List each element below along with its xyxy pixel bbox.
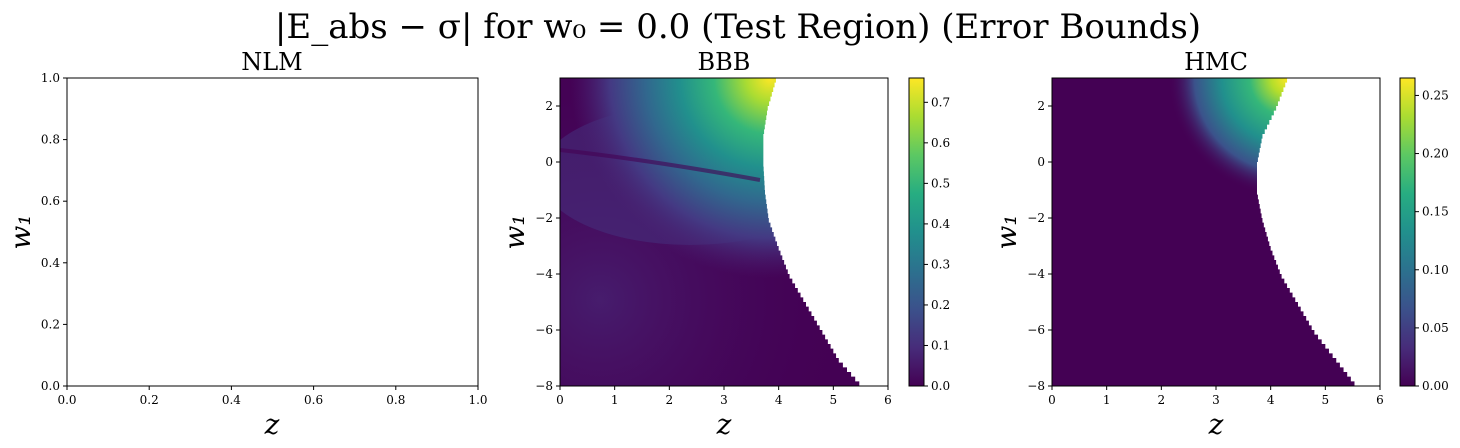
colorbar [908,77,925,387]
x-tick-label: 5 [1322,393,1330,407]
y-tick-label: −6 [535,323,553,337]
x-ticks: 0.0 0.2 0.4 0.6 0.8 1.0 [57,386,488,407]
x-tick-label: 2 [1158,393,1166,407]
x-tick-label: 6 [884,393,892,407]
x-tick-label: 1 [1103,393,1111,407]
y-tick-label: −2 [535,211,553,225]
x-tick-label: 1.0 [468,393,487,407]
colorbar-tick-label: 0.10 [1422,263,1449,277]
x-ticks: 0 1 2 3 4 5 6 [1048,386,1384,407]
panel-bbb: BBB 0 1 2 3 4 5 6 −8 −6 −4 −2 0 2 z w₁ 0.0 0.1 0.2 0.3… [498,48,950,441]
x-tick-label: 4 [775,393,783,407]
y-tick-label: 0.2 [41,317,60,331]
colorbar [1399,77,1416,387]
y-tick-label: 0 [1037,155,1045,169]
plot-area [66,77,479,387]
y-tick-label: −4 [535,267,553,281]
y-ticks: 0.0 0.2 0.4 0.6 0.8 1.0 [41,71,67,393]
y-tick-label: −8 [1027,379,1045,393]
x-axis-label: z [1208,408,1224,441]
x-tick-label: 2 [666,393,674,407]
colorbar-tick-label: 0.0 [931,379,950,393]
panel-hmc: HMC 0 1 2 3 4 5 6 −8 −6 −4 −2 0 2 z w₁ 0.00 0.05 0.10… [990,48,1449,441]
x-axis-label: z [264,408,280,441]
colorbar-tick-label: 0.1 [931,338,950,352]
x-tick-label: 3 [720,393,728,407]
colorbar-tick-label: 0.4 [931,217,950,231]
y-tick-label: 0.8 [41,133,60,147]
y-ticks: −8 −6 −4 −2 0 2 [1027,99,1052,393]
y-axis-label: w₁ [498,214,531,249]
colorbar-tick-label: 0.15 [1422,205,1449,219]
x-tick-label: 6 [1376,393,1384,407]
y-tick-label: 0.0 [41,379,60,393]
panel-title: NLM [241,48,303,76]
y-tick-label: 0 [545,155,553,169]
nan-region [763,78,888,386]
y-tick-label: 0.4 [41,256,60,270]
y-tick-label: 0.6 [41,194,60,208]
x-tick-label: 0.4 [222,393,241,407]
y-axis-label: w₁ [4,214,37,249]
colorbar-tick-label: 0.2 [931,298,950,312]
colorbar-tick-label: 0.3 [931,257,950,271]
x-tick-label: 0 [556,393,564,407]
nan-region [1257,78,1380,386]
x-axis-label: z [716,408,732,441]
figure-title: |E_abs − σ| for w₀ = 0.0 (Test Region) (… [275,7,1201,47]
x-tick-label: 5 [830,393,838,407]
x-tick-label: 0.0 [57,393,76,407]
x-tick-label: 4 [1267,393,1275,407]
colorbar-ticks: 0.0 0.1 0.2 0.3 0.4 0.5 0.6 0.7 [924,95,950,393]
panel-nlm: NLM 0.0 0.2 0.4 0.6 0.8 1.0 0.0 0.2 0.4 0.6 0.8 1.… [4,48,488,441]
x-tick-label: 0.8 [386,393,405,407]
colorbar-tick-label: 0.20 [1422,147,1449,161]
colorbar-tick-label: 0.7 [931,95,950,109]
colorbar-tick-label: 0.25 [1422,88,1449,102]
x-tick-label: 3 [1212,393,1220,407]
y-tick-label: −6 [1027,323,1045,337]
x-tick-label: 1 [611,393,619,407]
panel-title: HMC [1184,48,1248,76]
y-tick-label: −2 [1027,211,1045,225]
colorbar-tick-label: 0.5 [931,176,950,190]
colorbar-tick-label: 0.05 [1422,321,1449,335]
y-tick-label: 2 [1037,99,1045,113]
colorbar-tick-label: 0.6 [931,136,950,150]
y-axis-label: w₁ [990,214,1023,249]
heatmap [560,78,888,386]
y-tick-label: −4 [1027,267,1045,281]
y-tick-label: 2 [545,99,553,113]
x-tick-label: 0.2 [140,393,159,407]
y-tick-label: 1.0 [41,71,60,85]
x-tick-label: 0 [1048,393,1056,407]
panel-title: BBB [698,48,751,76]
x-ticks: 0 1 2 3 4 5 6 [556,386,892,407]
y-ticks: −8 −6 −4 −2 0 2 [535,99,560,393]
y-tick-label: −8 [535,379,553,393]
heatmap [1052,78,1380,386]
x-tick-label: 0.6 [304,393,323,407]
colorbar-tick-label: 0.00 [1422,379,1449,393]
colorbar-ticks: 0.00 0.05 0.10 0.15 0.20 0.25 [1415,88,1449,393]
